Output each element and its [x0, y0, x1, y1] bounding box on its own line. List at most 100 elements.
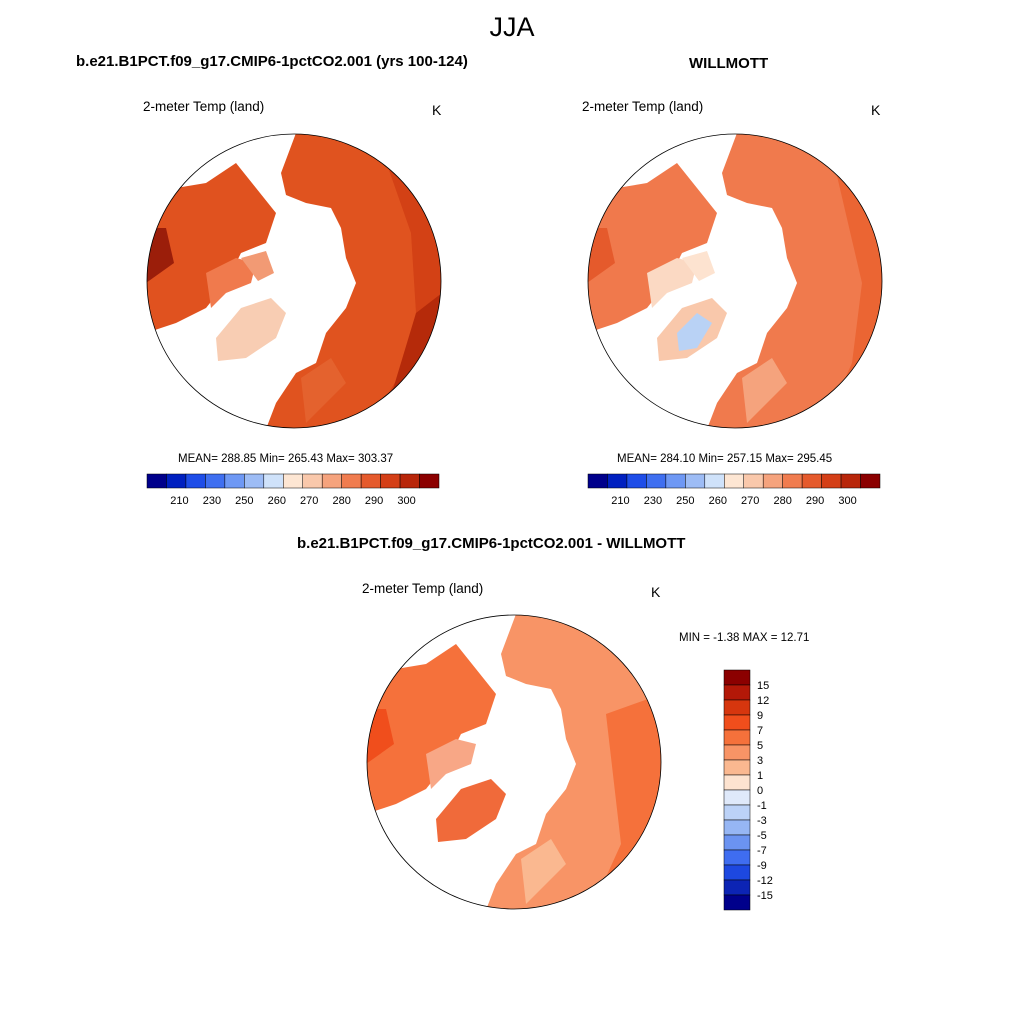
- obs-colorbar-tick-label: 250: [676, 495, 694, 507]
- diff-polar-map: [366, 614, 662, 910]
- obs-colorbar-swatch: [587, 473, 608, 489]
- model-colorbar-swatch: [321, 473, 342, 489]
- model-colorbar-swatch: [263, 473, 284, 489]
- diff-colorbar-swatch: [723, 834, 751, 851]
- diff-colorbar-swatch: [723, 699, 751, 716]
- diff-colorbar-tick-label: -7: [757, 845, 767, 857]
- model-colorbar-tick-label: 230: [203, 495, 221, 507]
- obs-colorbar-swatch: [860, 473, 881, 489]
- diff-colorbar-tick-label: -12: [757, 875, 773, 887]
- diff-colorbar-swatch: [723, 879, 751, 896]
- diff-colorbar-tick-label: 9: [757, 710, 763, 722]
- diff-colorbar-tick-label: -15: [757, 890, 773, 902]
- model-colorbar-tick-label: 270: [300, 495, 318, 507]
- greenland: [216, 298, 286, 361]
- north-america-land: [588, 163, 717, 333]
- model-panel-title: b.e21.B1PCT.f09_g17.CMIP6-1pctCO2.001 (y…: [76, 53, 468, 70]
- diff-colorbar-swatch: [723, 789, 751, 806]
- eurasia-land: [266, 134, 441, 428]
- arctic-islands: [647, 258, 697, 308]
- diff-colorbar-tick-label: -3: [757, 815, 767, 827]
- north-america-land: [367, 644, 496, 814]
- obs-colorbar-swatch: [782, 473, 803, 489]
- diff-colorbar-tick-label: -5: [757, 830, 767, 842]
- diff-colorbar-tick-label: -9: [757, 860, 767, 872]
- diff-colorbar-swatch: [723, 714, 751, 731]
- model-colorbar-tick-label: 210: [170, 495, 188, 507]
- obs-colorbar-swatch: [646, 473, 667, 489]
- diff-colorbar-swatch: [723, 759, 751, 776]
- model-colorbar: 210 230 250 260 270 280 290 300: [146, 473, 440, 507]
- model-colorbar-swatch: [205, 473, 226, 489]
- diff-colorbar: 15 12 9 7 5 3 1 0 -1 -3 -5 -7 -9 -12 -15: [723, 669, 773, 911]
- obs-colorbar-tick-label: 210: [611, 495, 629, 507]
- diff-colorbar-swatch: [723, 729, 751, 746]
- diff-colorbar-tick-label: 3: [757, 755, 763, 767]
- diff-colorbar-swatch: [723, 684, 751, 701]
- obs-colorbar-swatch: [607, 473, 628, 489]
- model-colorbar-swatch: [419, 473, 440, 489]
- diff-colorbar-tick-label: 12: [757, 695, 769, 707]
- eurasia-land: [486, 615, 661, 909]
- model-colorbar-tick-label: 260: [268, 495, 286, 507]
- obs-colorbar-swatch: [801, 473, 822, 489]
- diff-colorbar-swatch: [723, 849, 751, 866]
- diff-colorbar-swatch: [723, 894, 751, 911]
- model-colorbar-swatch: [146, 473, 167, 489]
- model-units-label: K: [432, 102, 442, 118]
- diff-colorbar-tick-label: 5: [757, 740, 763, 752]
- obs-colorbar-tick-label: 230: [644, 495, 662, 507]
- obs-colorbar-tick-label: 280: [773, 495, 791, 507]
- obs-panel-title: WILLMOTT: [689, 55, 769, 72]
- diff-colorbar-tick-label: -1: [757, 800, 767, 812]
- model-variable-label: 2-meter Temp (land): [143, 99, 265, 114]
- obs-colorbar-swatch: [704, 473, 725, 489]
- obs-colorbar: 210 230 250 260 270 280 290 300: [587, 473, 881, 507]
- model-polar-map: [146, 133, 442, 429]
- arctic-islands: [426, 739, 476, 789]
- diff-colorbar-tick-label: 7: [757, 725, 763, 737]
- diff-colorbar-swatch: [723, 744, 751, 761]
- obs-colorbar-tick-label: 290: [806, 495, 824, 507]
- obs-polar-map: [587, 133, 883, 429]
- model-colorbar-swatch: [244, 473, 265, 489]
- diff-colorbar-swatch: [723, 864, 751, 881]
- obs-colorbar-tick-label: 270: [741, 495, 759, 507]
- obs-stats: MEAN= 284.10 Min= 257.15 Max= 295.45: [617, 453, 833, 465]
- diff-colorbar-swatch: [723, 804, 751, 821]
- diff-colorbar-tick-label: 15: [757, 680, 769, 692]
- eurasia-land: [707, 134, 882, 428]
- diff-colorbar-swatch: [723, 669, 751, 686]
- obs-colorbar-swatch: [821, 473, 842, 489]
- arctic-islands: [206, 258, 256, 308]
- obs-colorbar-swatch: [685, 473, 706, 489]
- diff-colorbar-tick-label: 0: [757, 785, 763, 797]
- obs-colorbar-swatch: [626, 473, 647, 489]
- figure-title: JJA: [489, 12, 535, 42]
- diff-units-label: K: [651, 584, 661, 600]
- model-colorbar-swatch: [166, 473, 187, 489]
- diff-colorbar-tick-label: 1: [757, 770, 763, 782]
- model-colorbar-swatch: [302, 473, 323, 489]
- obs-colorbar-swatch: [665, 473, 686, 489]
- model-colorbar-swatch: [283, 473, 303, 489]
- west-edge-hot-region: [147, 228, 174, 283]
- greenland: [436, 779, 506, 842]
- model-colorbar-swatch: [380, 473, 401, 489]
- obs-units-label: K: [871, 102, 881, 118]
- obs-colorbar-tick-label: 300: [838, 495, 856, 507]
- north-america-land: [147, 163, 276, 333]
- obs-colorbar-tick-label: 260: [709, 495, 727, 507]
- obs-colorbar-swatch: [724, 473, 744, 489]
- obs-colorbar-swatch: [840, 473, 861, 489]
- diff-colorbar-swatch: [723, 819, 751, 836]
- model-colorbar-swatch: [341, 473, 362, 489]
- model-colorbar-tick-label: 280: [332, 495, 350, 507]
- diff-panel-title: b.e21.B1PCT.f09_g17.CMIP6-1pctCO2.001 - …: [297, 535, 686, 552]
- model-stats: MEAN= 288.85 Min= 265.43 Max= 303.37: [178, 453, 394, 465]
- model-colorbar-swatch: [399, 473, 420, 489]
- model-colorbar-swatch: [360, 473, 381, 489]
- obs-variable-label: 2-meter Temp (land): [582, 99, 704, 114]
- model-colorbar-tick-label: 290: [365, 495, 383, 507]
- obs-colorbar-swatch: [743, 473, 764, 489]
